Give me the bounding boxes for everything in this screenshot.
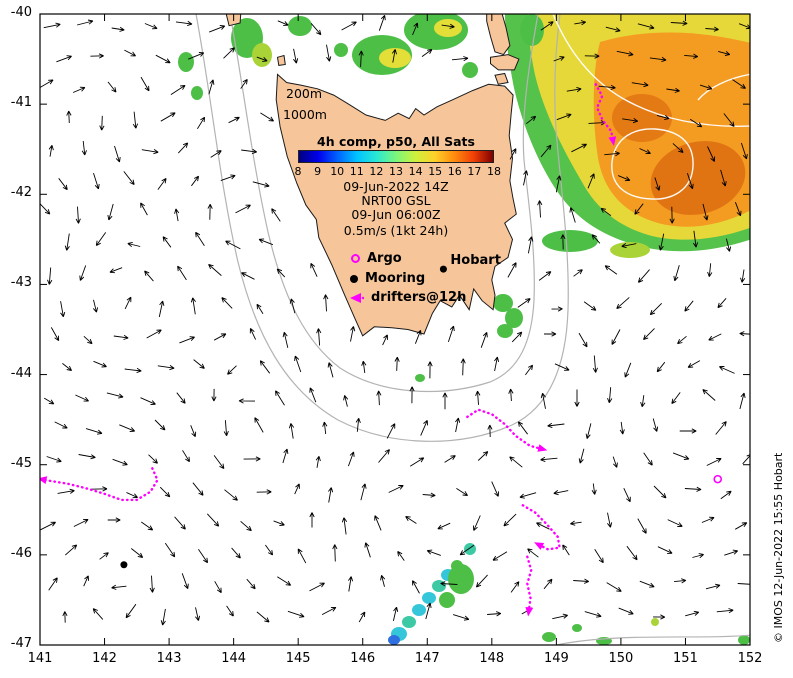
vector-scale-label: 0.5m/s (1kt 24h) <box>343 223 449 238</box>
drifter-track <box>521 504 561 551</box>
model-name-label: NRT00 GSL <box>361 193 431 208</box>
y-tick-label: -40 <box>10 5 32 20</box>
drifter-track <box>40 467 159 502</box>
colorbar-tick-label: 13 <box>389 165 403 178</box>
drifter-arrow-icon <box>350 292 364 303</box>
landmass <box>275 73 517 337</box>
x-tick-label: 150 <box>608 651 634 666</box>
legend-item-mooring: Mooring <box>350 271 425 286</box>
drifter-track <box>594 83 615 144</box>
argo-icon <box>351 254 360 263</box>
drifter-arrowhead <box>525 606 534 617</box>
x-tick-label: 151 <box>673 651 698 666</box>
y-tick-label: -47 <box>10 636 32 651</box>
x-tick-label: 143 <box>156 651 182 666</box>
x-tick-label: 141 <box>27 651 53 666</box>
sst-front-contour <box>552 14 750 127</box>
copyright-text: © IMOS 12-Jun-2022 15:55 Hobart <box>772 452 785 643</box>
legend-label-argo: Argo <box>367 251 402 266</box>
x-tick-label: 152 <box>737 651 763 666</box>
plot-frame <box>39 13 751 646</box>
colorbar <box>298 150 494 163</box>
colorbar-tick-label: 9 <box>314 165 322 178</box>
drifter-arrowhead <box>534 542 545 550</box>
legend-item-drifters: drifters@12h <box>348 290 466 305</box>
landmass <box>490 54 520 71</box>
y-tick-label: -45 <box>10 455 32 471</box>
hobart-dot <box>439 265 447 273</box>
colorbar-tick-label: 17 <box>467 165 482 178</box>
drifter-track <box>526 555 533 614</box>
colorbar-tick-label: 16 <box>447 165 462 178</box>
x-tick-label: 146 <box>350 651 376 666</box>
y-tick-label: -46 <box>10 545 32 561</box>
x-tick-label: 147 <box>414 651 440 666</box>
legend-item-argo: Argo <box>351 251 402 266</box>
landmass <box>494 72 509 85</box>
colorbar-tick-label: 11 <box>349 165 364 178</box>
bathymetry-contour <box>229 14 539 393</box>
x-tick-label: 142 <box>92 651 117 666</box>
composite-time-label: 09-Jun-2022 14Z <box>343 179 449 194</box>
legend-label-mooring: Mooring <box>365 271 426 286</box>
colorbar-tick-label: 12 <box>369 165 384 178</box>
y-tick-label: -41 <box>10 95 32 111</box>
bathymetry-contour <box>555 634 750 645</box>
y-tick-label: -44 <box>10 365 32 381</box>
x-tick-label: 149 <box>543 651 569 666</box>
colorbar-tick-label: 14 <box>408 165 423 178</box>
mooring-icon <box>350 274 358 283</box>
bathymetry-contour <box>195 14 569 442</box>
drifter-track <box>466 408 545 451</box>
colorbar-tick-label: 8 <box>294 165 302 178</box>
colorbar-tick-label: 10 <box>330 165 345 178</box>
drifter-arrowhead <box>608 136 617 146</box>
contour-label-1000m: 1000m <box>283 107 327 122</box>
x-tick-label: 144 <box>221 651 247 666</box>
city-label: Hobart <box>450 253 501 269</box>
legend-label-drifters: drifters@12h <box>371 290 467 305</box>
colorbar-tick-label: 15 <box>428 165 443 178</box>
drifter-arrowhead <box>537 444 548 452</box>
contour-label-200m: 200m <box>286 86 323 101</box>
map-layers <box>40 14 750 645</box>
y-tick-label: -43 <box>10 275 32 291</box>
sst-front-contour <box>611 128 694 200</box>
colorbar-title: 4h comp, p50, All Sats <box>317 134 475 149</box>
sst-front-contour <box>697 73 750 101</box>
current-time-label: 09-Jun 06:00Z <box>351 207 441 222</box>
drifter-arrowhead <box>40 476 48 484</box>
y-tick-label: -42 <box>10 185 32 201</box>
landmass <box>486 14 511 56</box>
colorbar-tick-label: 18 <box>487 165 501 178</box>
argo-float-marker <box>713 474 723 484</box>
colorbar-tick-labels: 8 9 10 11 12 13 14 15 16 17 18 <box>295 165 502 179</box>
x-tick-label: 148 <box>479 651 505 666</box>
mooring-marker <box>120 561 128 569</box>
landmass <box>276 54 286 66</box>
x-tick-label: 145 <box>285 651 311 666</box>
current-arrows <box>40 14 750 626</box>
